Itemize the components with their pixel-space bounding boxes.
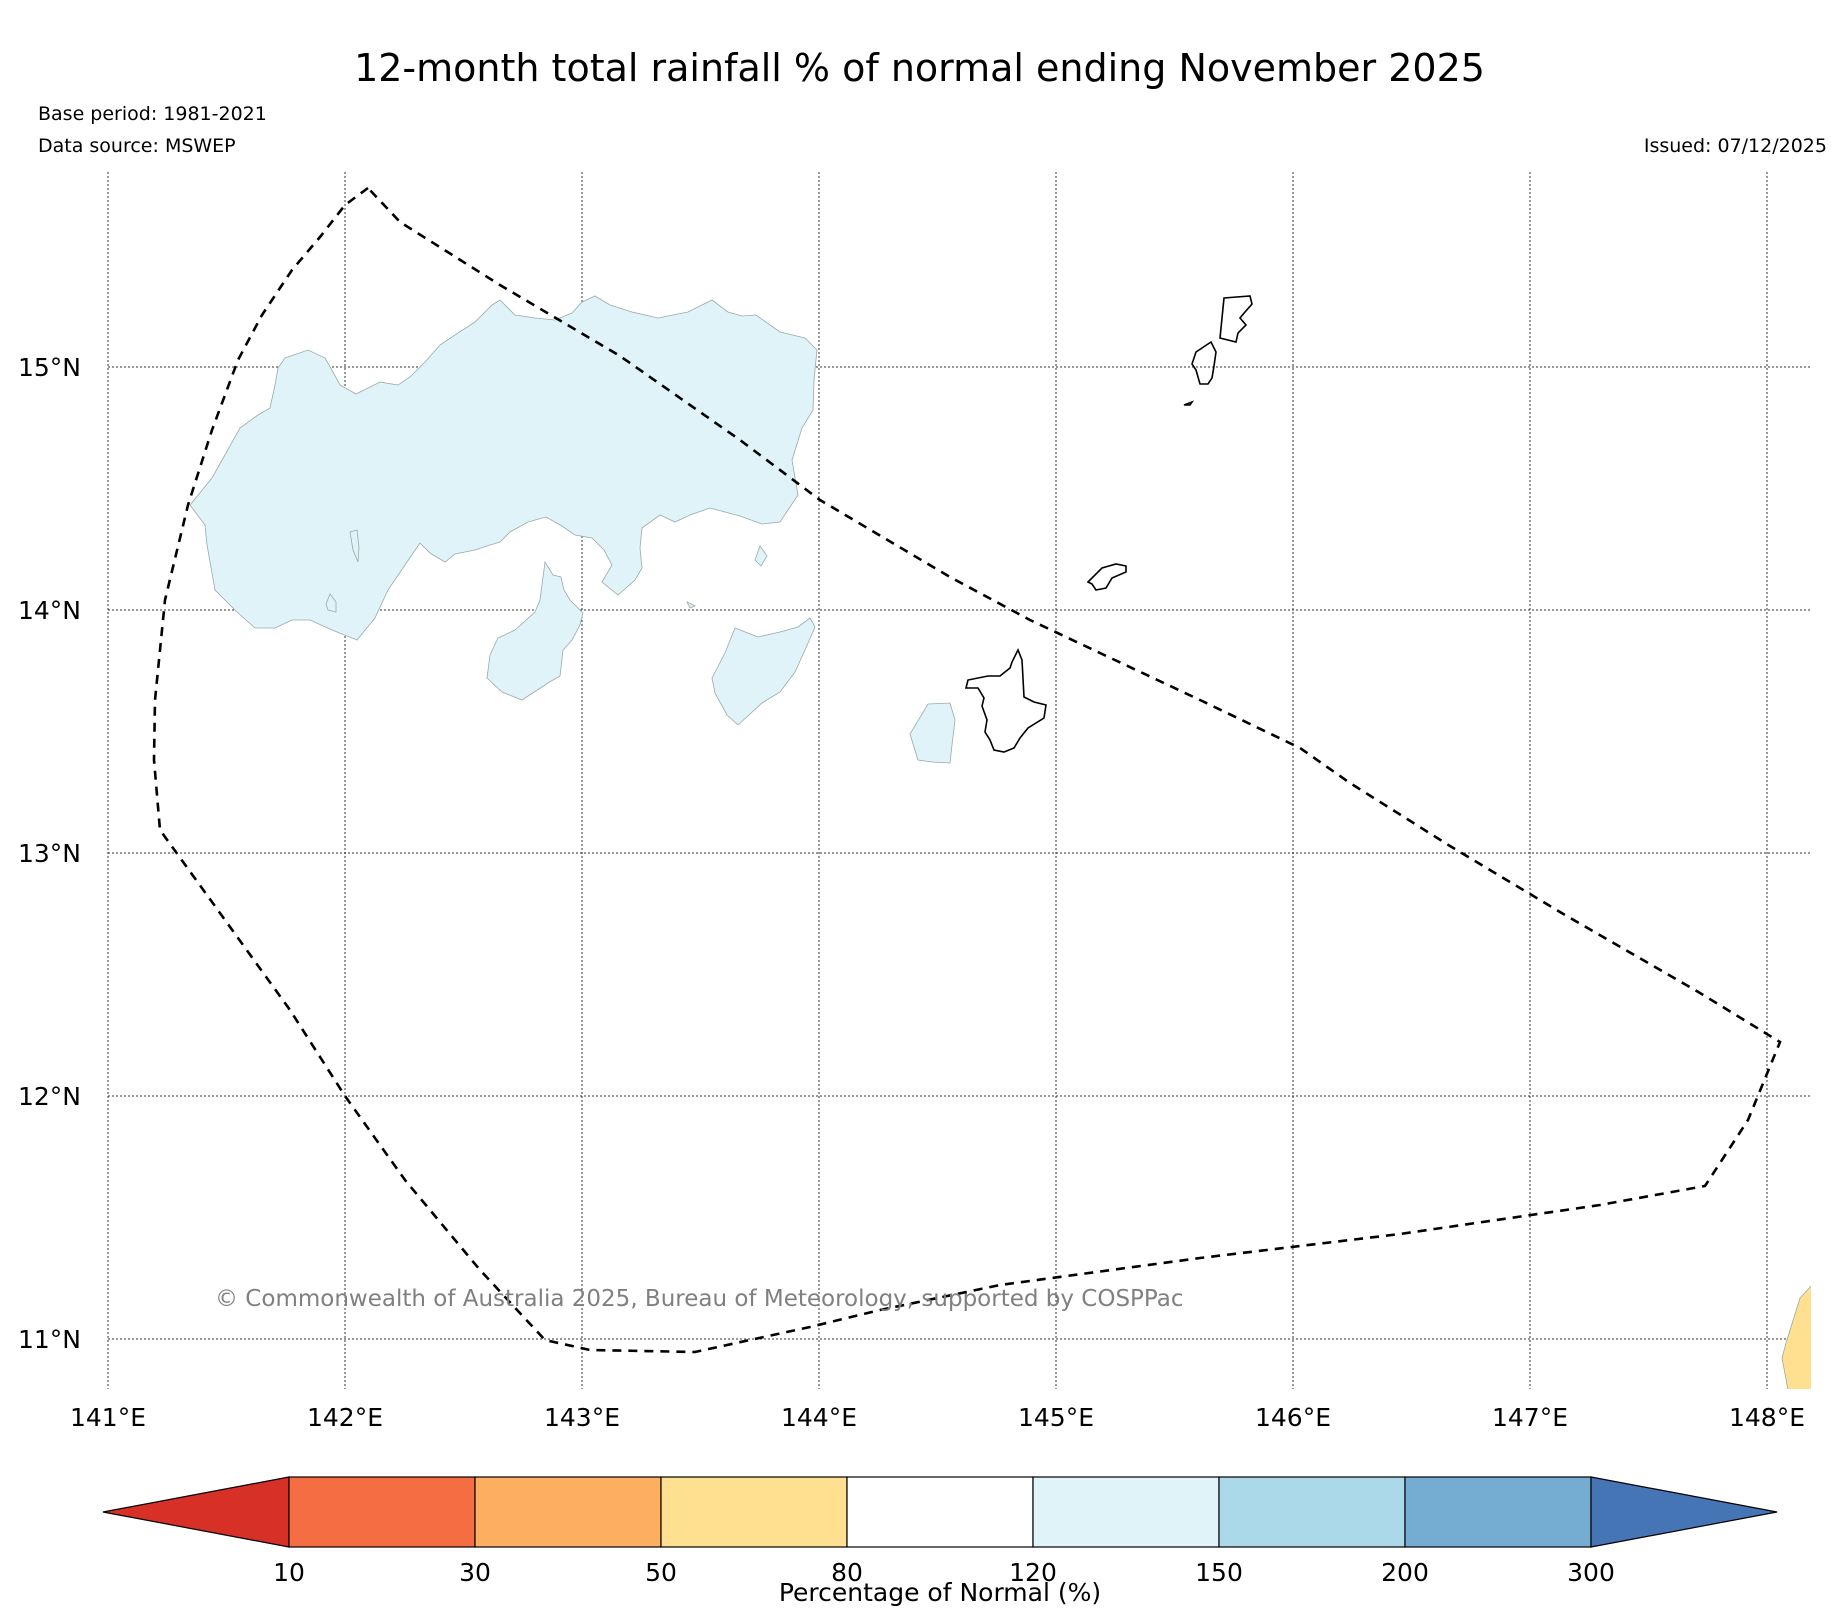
wetter-region-main: [189, 295, 818, 641]
lon-label: 147°E: [1492, 1403, 1568, 1432]
data-source-label: Data source: MSWEP: [38, 135, 236, 157]
issued-date-label: Issued: 07/12/2025: [1643, 135, 1827, 157]
colorbar-segment: [288, 1476, 476, 1548]
island-outline-2: [1191, 340, 1217, 385]
colorbar-tick-label: 150: [1195, 1558, 1243, 1587]
island-outline-1: [1219, 295, 1253, 343]
latitude-labels: 15°N 14°N 13°N 12°N 11°N: [18, 353, 81, 1354]
colorbar-segment: [1218, 1476, 1406, 1548]
island-outline-4: [1086, 563, 1127, 591]
coastlines: [964, 295, 1253, 753]
colorbar-tick-label: 200: [1381, 1558, 1429, 1587]
colorbar-tick-labels: 10 30 50 80 120 150 200 300: [273, 1558, 1615, 1587]
colorbar-segment: [660, 1476, 848, 1548]
lat-label: 15°N: [18, 353, 81, 382]
copyright-notice: © Commonwealth of Australia 2025, Bureau…: [215, 1286, 1184, 1312]
colorbar-segment: [474, 1476, 662, 1548]
colorbar-tick-label: 120: [1009, 1558, 1057, 1587]
island-outline-5: [964, 648, 1047, 753]
lon-label: 146°E: [1255, 1403, 1331, 1432]
base-period-label: Base period: 1981-2021: [38, 103, 267, 125]
lat-label: 13°N: [18, 839, 81, 868]
wetter-islet-4: [686, 601, 696, 609]
rainfall-shading: [189, 295, 1811, 1389]
island-outline-3: [1183, 400, 1195, 406]
map-title: 12-month total rainfall % of normal endi…: [354, 46, 1485, 90]
colorbar-tick-label: 50: [645, 1558, 677, 1587]
colorbar-segment: [846, 1476, 1034, 1548]
colorbar-tick-label: 300: [1567, 1558, 1615, 1587]
lat-label: 11°N: [18, 1325, 81, 1354]
drier-region: [1781, 1285, 1811, 1389]
wetter-island-c: [909, 702, 956, 764]
colorbar-tick-label: 10: [273, 1558, 305, 1587]
lat-label: 12°N: [18, 1082, 81, 1111]
colorbar-tick-label: 30: [459, 1558, 491, 1587]
wetter-island-a: [486, 560, 584, 701]
wetter-island-b: [711, 617, 816, 726]
wetter-islet-2: [325, 593, 337, 613]
eez-boundary: [152, 186, 1782, 1354]
colorbar-segment: [102, 1476, 290, 1548]
lon-label: 144°E: [781, 1403, 857, 1432]
colorbar-title: Percentage of Normal (%): [779, 1578, 1101, 1607]
wetter-islet-3: [754, 545, 768, 567]
lon-label: 142°E: [307, 1403, 383, 1432]
colorbar-tick-label: 80: [831, 1558, 863, 1587]
longitude-labels: 141°E 142°E 143°E 144°E 145°E 146°E 147°…: [70, 1403, 1805, 1432]
colorbar: [102, 1476, 1778, 1548]
colorbar-segment: [1404, 1476, 1592, 1548]
wetter-islet-1: [349, 529, 360, 563]
lat-label: 14°N: [18, 596, 81, 625]
lon-label: 148°E: [1729, 1403, 1805, 1432]
lon-label: 143°E: [544, 1403, 620, 1432]
colorbar-segment: [1032, 1476, 1220, 1548]
colorbar-segment: [1590, 1476, 1778, 1548]
lon-label: 141°E: [70, 1403, 146, 1432]
lon-label: 145°E: [1018, 1403, 1094, 1432]
graticule: [107, 172, 1811, 1389]
